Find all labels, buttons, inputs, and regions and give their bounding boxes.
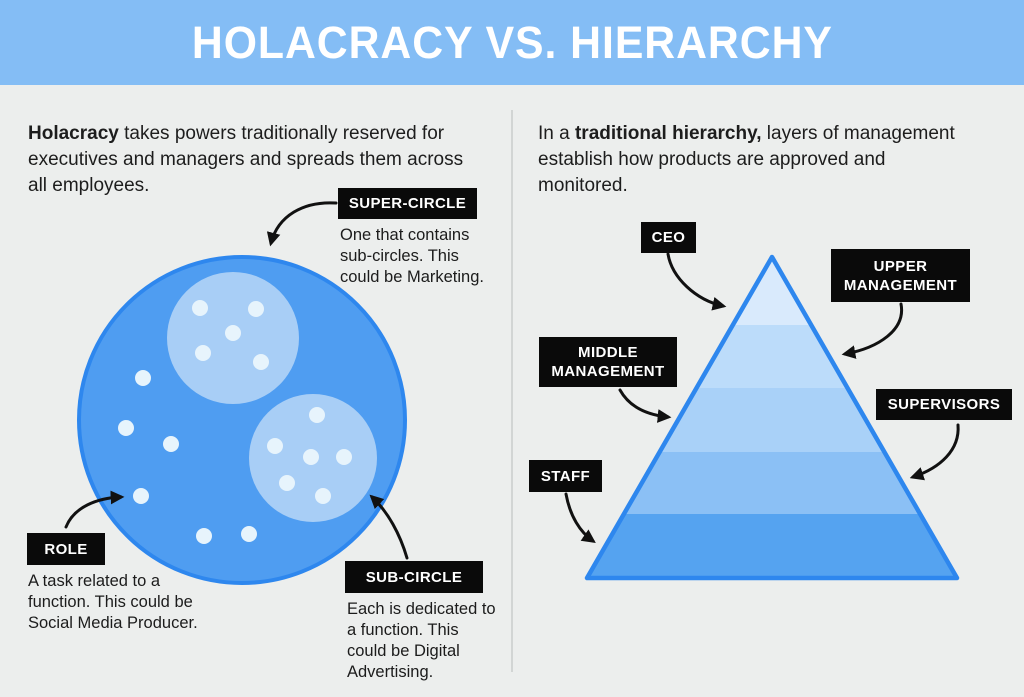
hierarchy-intro-prefix: In a xyxy=(538,123,575,144)
super-circle-description: One that contains sub-circles. This coul… xyxy=(340,226,484,286)
role-arrow-icon xyxy=(64,490,125,529)
middle-management-label: MIDDLE MANAGEMENT xyxy=(539,337,677,387)
staff-arrow-icon xyxy=(564,492,596,543)
role-dots xyxy=(118,300,352,544)
supervisors-label: SUPERVISORS xyxy=(876,389,1012,420)
hierarchy-intro-bold: traditional hierarchy, xyxy=(574,123,762,144)
staff-label: STAFF xyxy=(529,460,602,492)
holacracy-intro-text: Holacracy takes powers traditionally res… xyxy=(28,121,473,199)
pyramid-outline xyxy=(584,254,960,581)
holacracy-intro-bold: Holacracy xyxy=(28,123,119,144)
ceo-label: CEO xyxy=(641,222,696,253)
holacracy-circle-diagram xyxy=(77,255,407,585)
sub-circle-label: SUB-CIRCLE xyxy=(345,561,483,593)
sub-circle-description: Each is dedicated to a function. This co… xyxy=(347,600,496,681)
role-label: ROLE xyxy=(27,533,105,565)
supervisors-arrow-icon xyxy=(909,423,960,481)
holacracy-intro-rest: takes powers traditionally reserved for … xyxy=(28,123,464,196)
role-description: A task related to a function. This could… xyxy=(28,572,198,632)
panel-divider xyxy=(511,110,513,672)
page-title: HOLACRACY VS. HIERARCHY xyxy=(191,16,833,68)
upper-management-label: UPPER MANAGEMENT xyxy=(831,249,970,302)
header-band: HOLACRACY VS. HIERARCHY xyxy=(0,0,1024,85)
upper-management-arrow-icon xyxy=(841,302,904,359)
super-circle-arrow-icon xyxy=(266,201,338,247)
middle-management-arrow-icon xyxy=(618,388,672,423)
super-circle-label: SUPER-CIRCLE xyxy=(338,188,477,219)
hierarchy-intro-rest: layers of management establish how produ… xyxy=(538,123,955,196)
sub-circle-arrow-icon xyxy=(369,494,409,560)
hierarchy-intro-text: In a traditional hierarchy, layers of ma… xyxy=(538,121,970,199)
ceo-arrow-icon xyxy=(666,252,727,311)
annotation-arrows xyxy=(64,201,960,560)
